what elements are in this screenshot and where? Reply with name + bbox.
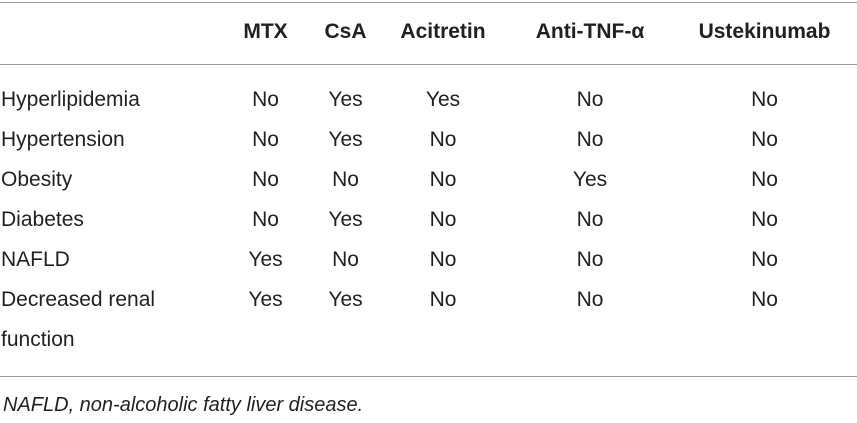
table-cell: No [751, 248, 778, 271]
table-cell: Yes [248, 248, 283, 271]
data-table: MTX CsA Acitretin Anti-TNF-α Ustekinumab… [0, 0, 857, 360]
table-cell: No [332, 168, 359, 191]
column-header-anti-tnf: Anti-TNF-α [535, 20, 645, 43]
table-row: Obesity No No No Yes No [0, 160, 857, 200]
table-cell: No [751, 288, 778, 311]
table-cell: No [751, 128, 778, 151]
table-cell: Yes [328, 288, 363, 311]
table-cell: No [252, 88, 279, 111]
table-cell: No [576, 288, 604, 311]
row-label: Hypertension [1, 128, 125, 151]
table-cell: No [576, 248, 604, 271]
table-cell: No [751, 168, 778, 191]
table-cell: No [429, 288, 457, 311]
table-cell: No [252, 208, 279, 231]
table-cell: No [751, 208, 778, 231]
table-cell: No [576, 128, 604, 151]
table-cell: Yes [328, 88, 363, 111]
table-cell: No [429, 248, 457, 271]
table-cell: No [332, 248, 359, 271]
column-header-acitretin: Acitretin [400, 20, 486, 43]
table-cell: No [429, 208, 457, 231]
table-cell: No [252, 128, 279, 151]
header-row: MTX CsA Acitretin Anti-TNF-α Ustekinumab [0, 0, 857, 64]
column-header-mtx: MTX [243, 20, 288, 43]
table-cell: No [429, 128, 457, 151]
table-cell: Yes [425, 88, 461, 111]
table-row: Decreased renal function Yes Yes No No No [0, 280, 857, 360]
table-cell: No [576, 88, 604, 111]
row-label: Obesity [1, 168, 73, 191]
row-label: Hyperlipidemia [1, 88, 140, 111]
column-header-csa: CsA [324, 20, 367, 43]
table-cell: Yes [328, 128, 363, 151]
table-cell: No [751, 88, 778, 111]
table-body: Hyperlipidemia No Yes Yes No No Hypertension No… [0, 64, 857, 360]
row-label: Diabetes [1, 208, 84, 231]
table-row: Diabetes No Yes No No No [0, 200, 857, 240]
top-rule [0, 2, 857, 3]
table-cell: Yes [248, 288, 283, 311]
table-cell: No [576, 208, 604, 231]
table-row: Hyperlipidemia No Yes Yes No No [0, 64, 857, 120]
table-cell: No [429, 168, 457, 191]
column-header [0, 0, 218, 64]
table-cell: No [252, 168, 279, 191]
header-rule [0, 64, 857, 65]
table-row: Hypertension No Yes No No No [0, 120, 857, 160]
table-row: NAFLD Yes No No No No [0, 240, 857, 280]
bottom-rule [0, 376, 857, 377]
table-cell: Yes [572, 168, 608, 191]
row-label: Decreased renal function [1, 288, 156, 351]
table-cell: Yes [328, 208, 363, 231]
table-footnote: NAFLD, non-alcoholic fatty liver disease… [3, 394, 364, 416]
column-header-ustekinumab: Ustekinumab [698, 20, 831, 43]
row-label: NAFLD [1, 248, 70, 271]
